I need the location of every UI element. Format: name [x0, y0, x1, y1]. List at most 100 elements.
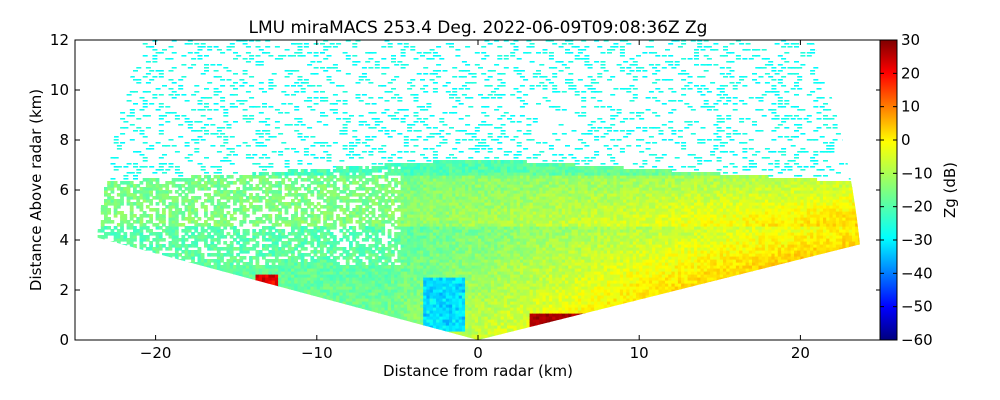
echo-cell [187, 325, 192, 329]
echo-cell [204, 235, 208, 239]
noise-speckle [265, 166, 271, 168]
echo-cell [133, 316, 137, 320]
echo-cell [158, 262, 163, 266]
echo-cell [291, 271, 295, 275]
echo-cell [178, 208, 182, 212]
echo-cell [233, 256, 237, 260]
echo-cell [171, 262, 176, 266]
echo-cell [291, 304, 295, 308]
echo-cell [310, 307, 315, 311]
echo-cell [400, 322, 405, 326]
echo-cell [265, 271, 269, 275]
echo-cell [168, 316, 173, 320]
echo-cell [245, 331, 250, 335]
echo-cell [233, 211, 237, 215]
echo-cell [139, 229, 144, 233]
echo-cell [265, 298, 269, 302]
noise-speckle [216, 151, 222, 153]
echo-cell [242, 238, 247, 242]
noise-speckle [255, 163, 261, 165]
echo-cell [113, 280, 118, 284]
echo-cell [220, 256, 224, 260]
echo-cell [361, 238, 366, 242]
echo-cell [139, 232, 144, 236]
echo-cell [262, 301, 266, 305]
echo-cell [245, 271, 250, 275]
noise-speckle [210, 145, 216, 147]
echo-cell [287, 322, 292, 326]
echo-cell [255, 325, 260, 329]
echo-cell [120, 283, 124, 287]
echo-cell [187, 181, 192, 185]
echo-cell [100, 316, 105, 320]
noise-speckle [342, 100, 348, 102]
echo-cell [207, 310, 211, 314]
echo-cell [223, 214, 228, 218]
echo-cell [245, 313, 250, 317]
echo-cell [129, 214, 134, 218]
noise-speckle [281, 103, 287, 105]
echo-cell [226, 175, 231, 179]
echo-cell [291, 217, 295, 221]
echo-cell [168, 292, 173, 296]
echo-cell [174, 235, 179, 239]
echo-cell [265, 280, 269, 284]
echo-cell [210, 334, 215, 338]
echo-cell [239, 190, 244, 194]
echo-cell [249, 193, 253, 197]
echo-cell [229, 223, 234, 227]
echo-cell [145, 262, 150, 266]
echo-cell [187, 295, 192, 299]
echo-cell [226, 268, 231, 272]
echo-cell [239, 199, 244, 203]
echo-cell [300, 310, 305, 314]
echo-cell [284, 304, 289, 308]
echo-cell [226, 298, 231, 302]
echo-cell [265, 202, 269, 206]
echo-cell [210, 295, 215, 299]
echo-cell [365, 328, 369, 332]
echo-cell [320, 319, 324, 323]
echo-cell [220, 307, 224, 311]
echo-cell [133, 196, 137, 200]
echo-cell [181, 274, 186, 278]
echo-cell [255, 331, 260, 335]
echo-cell [142, 256, 147, 260]
echo-cell [226, 184, 231, 188]
echo-cell [233, 310, 237, 314]
echo-cell [207, 319, 211, 323]
echo-cell [274, 280, 279, 284]
echo-cell [278, 217, 282, 221]
noise-speckle [368, 139, 374, 141]
echo-cell [262, 277, 266, 281]
echo-cell [281, 262, 286, 266]
echo-cell [120, 181, 124, 185]
echo-cell [313, 322, 318, 326]
echo-cell [242, 175, 247, 179]
noise-speckle [258, 82, 264, 84]
echo-cell [139, 304, 144, 308]
noise-speckle [213, 91, 219, 93]
echo-cell [216, 268, 221, 272]
echo-cell [307, 334, 311, 338]
echo-cell [229, 214, 234, 218]
noise-speckle [268, 166, 274, 168]
noise-speckle [152, 172, 158, 174]
echo-cell [329, 325, 334, 329]
noise-speckle [294, 82, 300, 84]
echo-cell [162, 277, 166, 281]
echo-cell [339, 304, 344, 308]
noise-speckle [291, 85, 296, 87]
echo-cell [191, 187, 195, 191]
echo-cell [355, 322, 360, 326]
echo-cell [152, 187, 157, 191]
echo-cell [326, 310, 331, 314]
echo-cell [226, 277, 231, 281]
echo-cell [213, 298, 218, 302]
echo-cell [361, 334, 366, 338]
noise-speckle [303, 151, 309, 153]
echo-cell [171, 232, 176, 236]
echo-cell [184, 205, 189, 209]
echo-cell [197, 322, 202, 326]
noise-speckle [336, 118, 342, 120]
